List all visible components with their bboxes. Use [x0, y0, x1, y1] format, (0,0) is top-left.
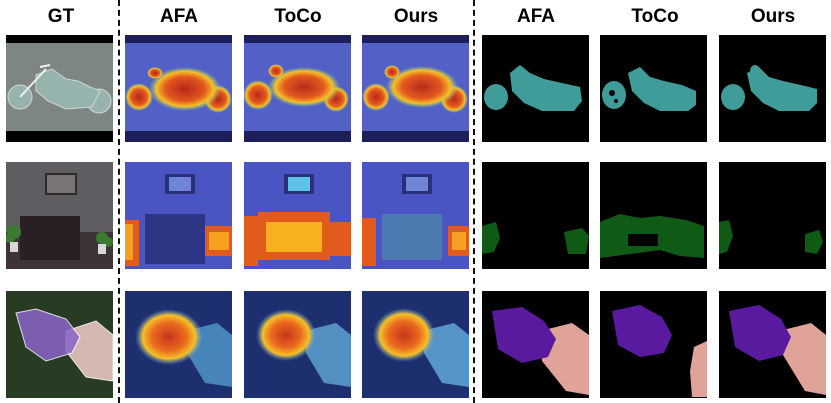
cam-toco-potted-plant: [244, 162, 351, 269]
seg-ours-cat-hand: [719, 291, 826, 398]
seg-toco-motorbike: [600, 35, 707, 142]
header-afa-seg: AFA: [517, 6, 555, 27]
seg-toco-potted-plant: [600, 162, 707, 269]
seg-afa-cat-hand: [482, 291, 589, 398]
cam-afa-potted-plant: [125, 162, 232, 269]
header-afa-cam: AFA: [160, 6, 198, 27]
seg-afa-motorbike: [482, 35, 589, 142]
image-gt-cat-hand: [6, 291, 113, 398]
cam-ours-potted-plant: [362, 162, 469, 269]
cam-ours-motorbike: [362, 35, 469, 142]
image-gt-motorbike: [6, 35, 113, 142]
cam-toco-motorbike: [244, 35, 351, 142]
cam-afa-cat-hand: [125, 291, 232, 398]
seg-afa-potted-plant: [482, 162, 589, 269]
header-gt: GT: [47, 6, 75, 27]
cam-toco-cat-hand: [244, 291, 351, 398]
seg-ours-potted-plant: [719, 162, 826, 269]
header-ours-cam: Ours: [393, 6, 439, 27]
seg-ours-motorbike: [719, 35, 826, 142]
header-toco-cam: ToCo: [274, 6, 322, 27]
dashed-divider-left: [118, 0, 120, 403]
cam-ours-cat-hand: [362, 291, 469, 398]
cam-afa-motorbike: [125, 35, 232, 142]
seg-toco-cat-hand: [600, 291, 707, 398]
header-toco-seg: ToCo: [631, 6, 679, 27]
header-ours-seg: Ours: [750, 6, 796, 27]
dashed-divider-right: [473, 0, 475, 403]
image-gt-potted-plant: [6, 162, 113, 269]
